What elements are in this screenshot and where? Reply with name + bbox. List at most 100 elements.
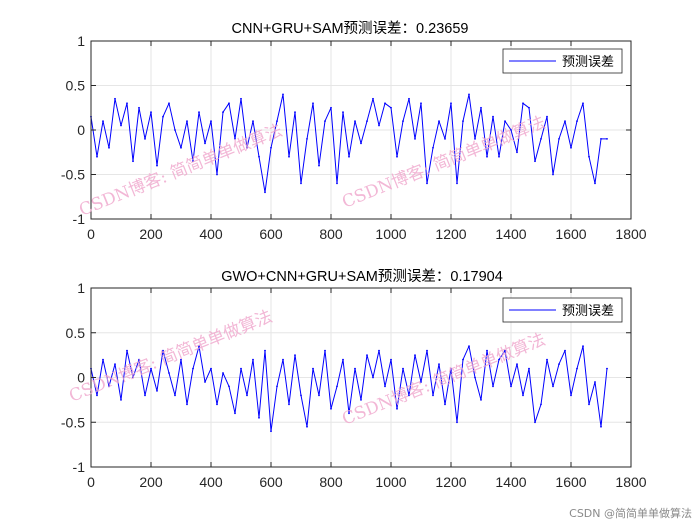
data-point [120, 124, 122, 127]
data-point [474, 376, 476, 379]
data-point [210, 367, 212, 370]
data-point [588, 403, 590, 406]
data-point [288, 155, 290, 158]
data-point [318, 164, 320, 167]
data-point [138, 106, 140, 109]
data-point [306, 138, 308, 140]
y-tick-label: -0.5 [61, 167, 85, 183]
data-point [156, 390, 158, 392]
data-point [372, 376, 374, 379]
data-point [462, 120, 464, 122]
data-point [96, 155, 98, 158]
series-layer-bottom [90, 345, 608, 433]
data-point [138, 358, 140, 361]
data-point [576, 120, 578, 122]
data-point [204, 381, 206, 383]
data-point [360, 399, 362, 401]
data-point [522, 102, 524, 105]
data-point [402, 367, 404, 370]
title-bottom: GWO+CNN+GRU+SAM预测误差：0.17904 [221, 268, 503, 285]
data-point [414, 354, 416, 356]
x-tick-label: 1200 [435, 226, 466, 242]
data-point [366, 120, 368, 122]
data-point [276, 385, 278, 388]
data-point [480, 399, 482, 401]
data-point [186, 120, 188, 122]
data-point [192, 367, 194, 370]
ticks-top: 0 200 400 600 800 1000 1200 1400 1600 1800 -1 -0.5 0… [61, 33, 647, 242]
x-tick-label: 800 [319, 474, 343, 490]
data-point [534, 160, 536, 163]
x-tick-label: 800 [319, 226, 343, 242]
data-point [426, 182, 428, 185]
data-point [336, 385, 338, 388]
data-point [534, 421, 536, 424]
data-point [420, 381, 422, 383]
data-point [546, 115, 548, 118]
data-point [516, 363, 518, 365]
x-tick-label: 400 [199, 226, 223, 242]
data-point [558, 138, 560, 140]
data-point [306, 425, 308, 428]
data-point [300, 182, 302, 185]
data-point [480, 106, 482, 109]
data-point [408, 97, 410, 100]
data-point [240, 97, 242, 100]
data-point [336, 182, 338, 185]
data-point [492, 385, 494, 388]
data-point [570, 146, 572, 149]
data-point [324, 349, 326, 352]
y-tick-label: -1 [73, 211, 86, 227]
x-tick-label: 600 [259, 226, 283, 242]
data-point [438, 120, 440, 122]
data-point [354, 367, 356, 370]
data-point [510, 385, 512, 388]
data-point [144, 394, 146, 397]
x-tick-label: 1800 [615, 474, 646, 490]
data-point [342, 111, 344, 114]
data-point [132, 160, 134, 163]
x-tick-label: 200 [139, 474, 163, 490]
data-point [420, 102, 422, 105]
data-point [606, 367, 608, 370]
data-point [600, 425, 602, 428]
data-point [210, 120, 212, 122]
data-point [198, 345, 200, 348]
x-tick-label: 1400 [495, 474, 526, 490]
data-point [396, 407, 398, 410]
data-point [126, 102, 128, 105]
data-point [564, 120, 566, 122]
data-point [258, 155, 260, 158]
data-point [312, 367, 314, 370]
data-point [498, 155, 500, 158]
data-point [450, 367, 452, 370]
data-point [528, 367, 530, 370]
data-point [246, 394, 248, 397]
data-point [384, 385, 386, 388]
data-point [450, 102, 452, 105]
data-point [162, 349, 164, 352]
data-point [516, 151, 518, 154]
data-point [528, 106, 530, 109]
corner-watermark: CSDN @简简单单做算法 [569, 507, 692, 520]
data-point [102, 120, 104, 122]
data-point [384, 102, 386, 105]
data-point [150, 111, 152, 114]
x-tick-label: 0 [87, 226, 95, 242]
data-point [540, 138, 542, 140]
x-tick-label: 1800 [615, 226, 646, 242]
x-tick-label: 400 [199, 474, 223, 490]
data-point [570, 394, 572, 397]
data-point [390, 358, 392, 361]
data-point [504, 349, 506, 352]
data-point [144, 138, 146, 140]
data-point [216, 173, 218, 176]
data-point [444, 138, 446, 140]
data-point [270, 146, 272, 149]
data-point [402, 120, 404, 122]
axes-top: CNN+GRU+SAM预测误差：0.23659 0 200 400 600 800 100… [61, 20, 647, 242]
data-point [300, 394, 302, 397]
data-point [222, 372, 224, 374]
